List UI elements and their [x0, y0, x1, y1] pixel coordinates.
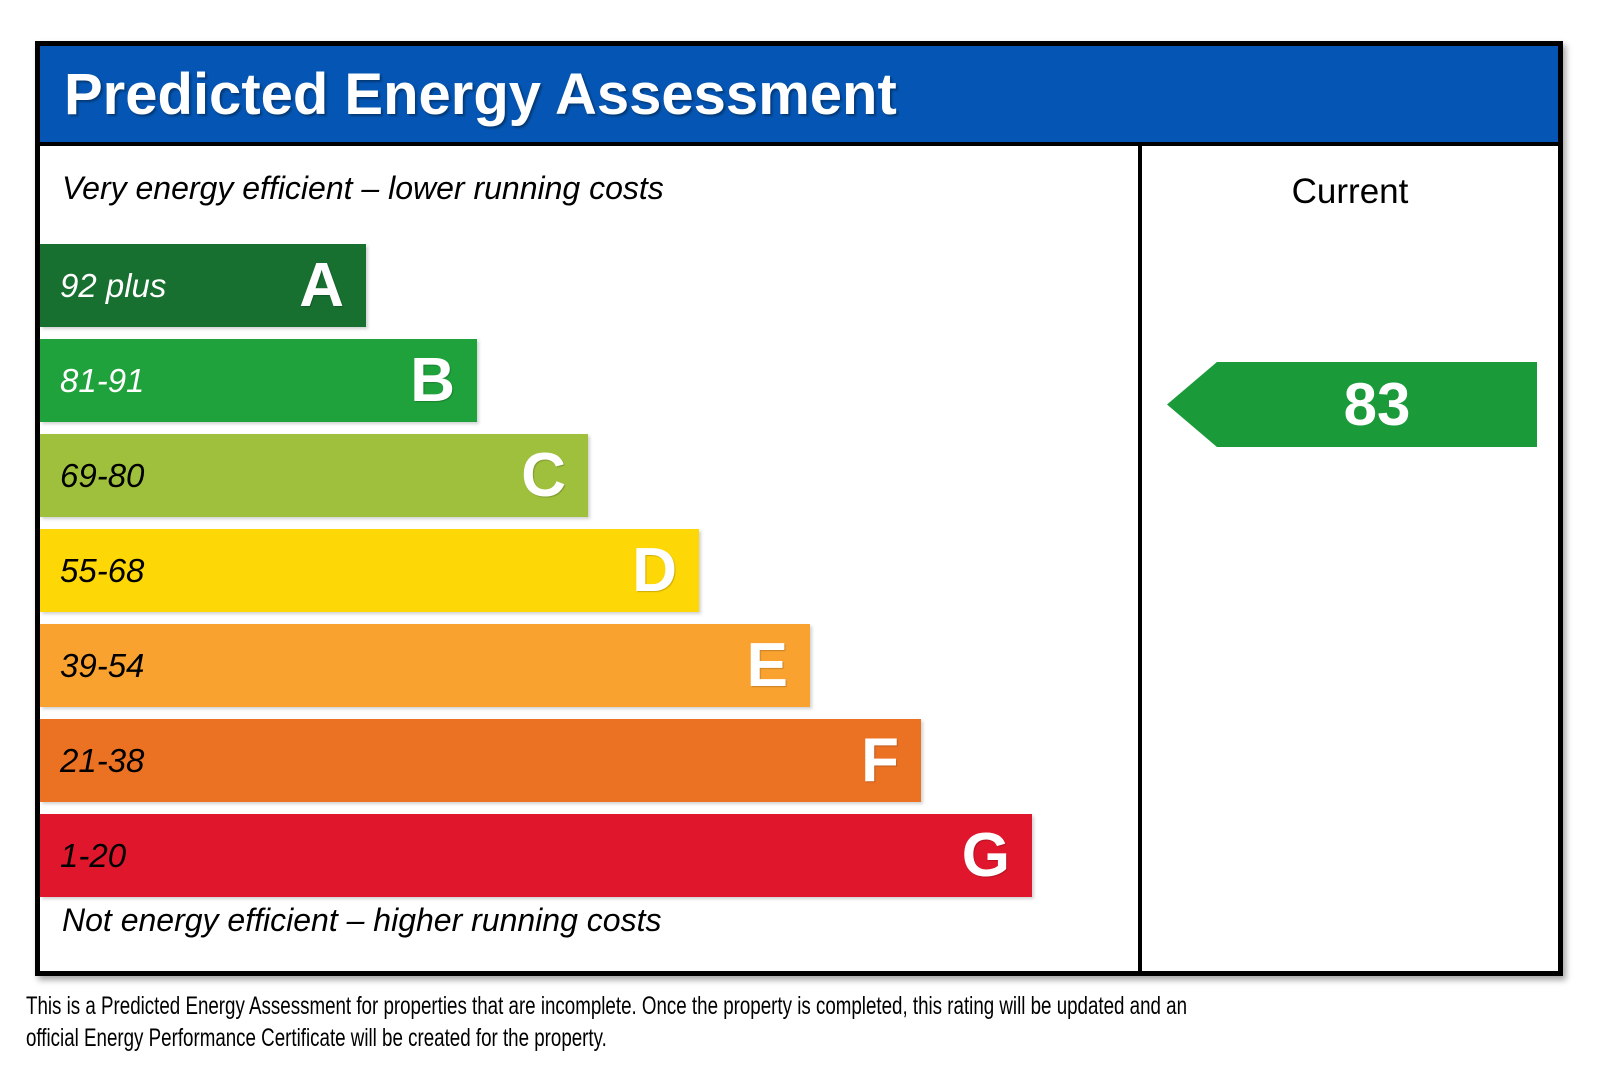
band-c: 69-80 C [40, 434, 588, 517]
current-column-header: Current [1291, 172, 1409, 211]
band-letter: G [961, 820, 1010, 890]
band-range-label: 92 plus [60, 266, 167, 304]
band-d: 55-68 D [40, 529, 699, 612]
top-caption: Very energy efficient – lower running co… [62, 170, 664, 206]
band-letter: D [632, 535, 677, 605]
band-range-label: 55-68 [60, 551, 145, 589]
band-letter: E [746, 630, 788, 700]
chart-title: Predicted Energy Assessment [64, 61, 897, 127]
band-range-label: 69-80 [60, 456, 145, 494]
band-range-label: 1-20 [60, 836, 127, 874]
current-rating-arrow: 83 [1167, 362, 1537, 447]
band-a: 92 plus A [40, 244, 366, 327]
band-letter: F [861, 725, 899, 795]
chart-frame: Predicted Energy Assessment Very energy … [35, 41, 1563, 976]
band-range-label: 21-38 [60, 741, 145, 779]
band-g: 1-20 G [40, 814, 1032, 897]
band-letter: B [410, 345, 455, 415]
band-letter: C [521, 440, 566, 510]
footer-line-1: This is a Predicted Energy Assessment fo… [26, 992, 1188, 1020]
footer-line-2: official Energy Performance Certificate … [26, 1024, 607, 1052]
footer-note: This is a Predicted Energy Assessment fo… [26, 990, 1187, 1054]
current-rating-value: 83 [1343, 370, 1411, 438]
band-f: 21-38 F [40, 719, 921, 802]
band-b: 81-91 B [40, 339, 477, 422]
band-letter: A [299, 250, 344, 320]
bottom-caption: Not energy efficient – higher running co… [62, 902, 662, 938]
band-range-label: 39-54 [60, 646, 145, 684]
rating-scale-panel: Very energy efficient – lower running co… [40, 146, 1142, 971]
band-range-label: 81-91 [60, 361, 145, 399]
current-rating-panel: Current 83 [1142, 146, 1558, 971]
band-e: 39-54 E [40, 624, 810, 707]
chart-body: Very energy efficient – lower running co… [40, 146, 1558, 971]
title-bar: Predicted Energy Assessment [40, 46, 1558, 146]
